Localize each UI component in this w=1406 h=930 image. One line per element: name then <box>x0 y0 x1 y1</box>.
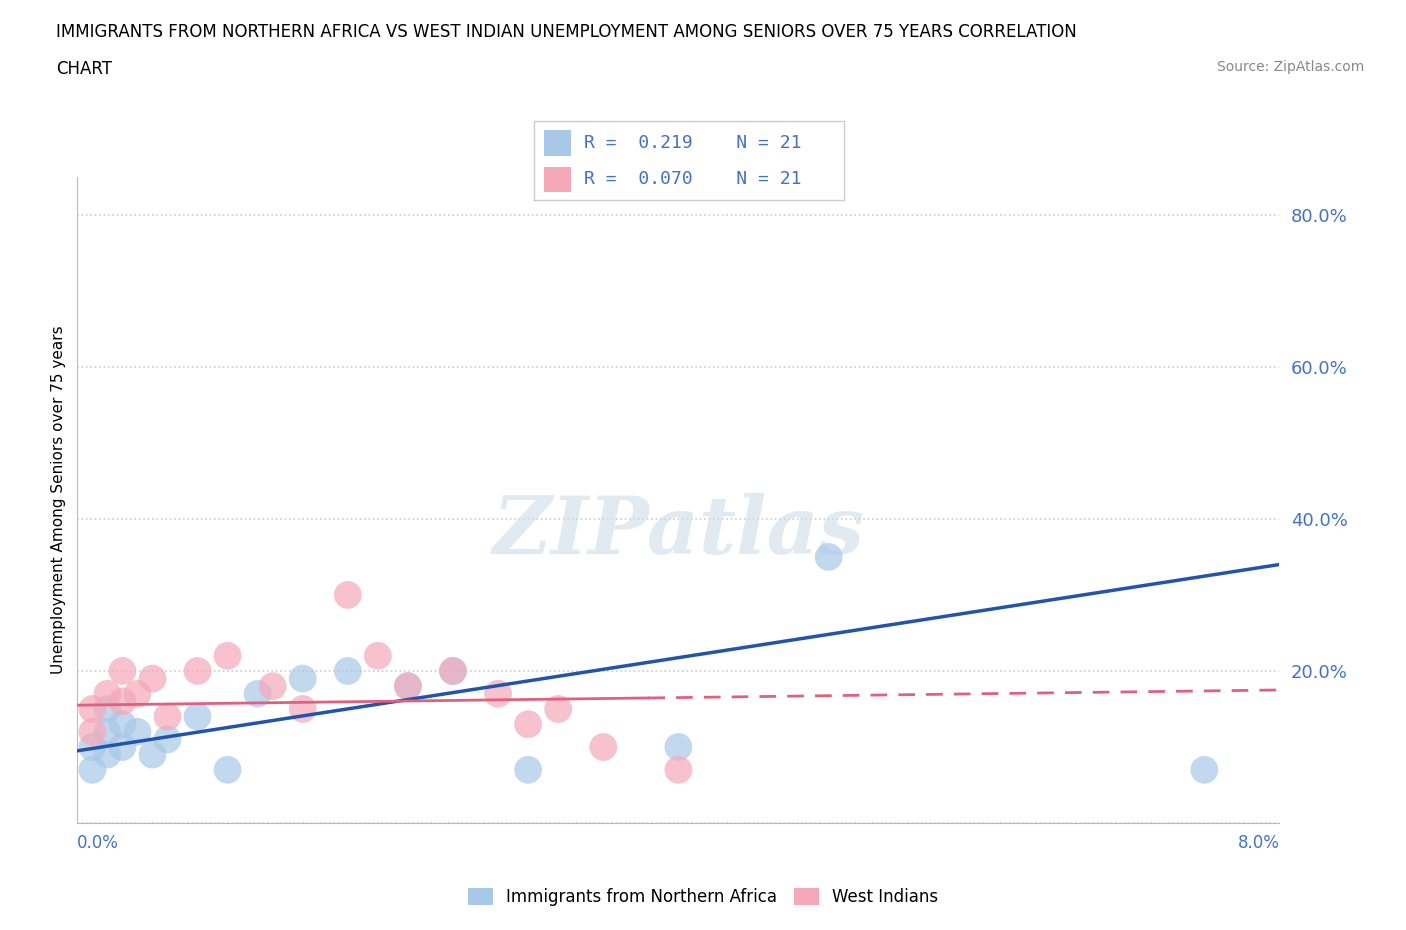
Point <box>517 717 540 732</box>
Text: Source: ZipAtlas.com: Source: ZipAtlas.com <box>1216 60 1364 74</box>
Point <box>82 739 104 754</box>
Point <box>217 763 239 777</box>
Text: CHART: CHART <box>56 60 112 78</box>
Point <box>1194 763 1216 777</box>
Text: ZIPatlas: ZIPatlas <box>492 494 865 571</box>
Point <box>367 648 389 663</box>
Point <box>96 724 118 739</box>
Text: R =  0.219    N = 21: R = 0.219 N = 21 <box>583 134 801 152</box>
Text: 8.0%: 8.0% <box>1237 834 1279 852</box>
Point <box>96 686 118 701</box>
Legend: Immigrants from Northern Africa, West Indians: Immigrants from Northern Africa, West In… <box>461 881 945 912</box>
Point <box>547 701 569 716</box>
Point <box>291 701 314 716</box>
Point <box>141 747 163 762</box>
Point <box>111 739 134 754</box>
Point <box>82 701 104 716</box>
Point <box>186 710 209 724</box>
Point <box>441 663 464 678</box>
Point <box>111 663 134 678</box>
Point <box>127 724 149 739</box>
Point <box>262 679 284 694</box>
Point <box>82 724 104 739</box>
Point <box>96 701 118 716</box>
Point <box>217 648 239 663</box>
Point <box>186 663 209 678</box>
Y-axis label: Unemployment Among Seniors over 75 years: Unemployment Among Seniors over 75 years <box>51 326 66 674</box>
Text: R =  0.070    N = 21: R = 0.070 N = 21 <box>583 170 801 189</box>
Point <box>668 739 690 754</box>
Point <box>156 710 179 724</box>
Point <box>111 694 134 709</box>
Point <box>592 739 614 754</box>
Point <box>291 671 314 686</box>
Bar <box>544 130 571 155</box>
Point <box>396 679 419 694</box>
Point <box>668 763 690 777</box>
Point <box>246 686 269 701</box>
Point <box>96 747 118 762</box>
Point <box>336 588 359 603</box>
Text: 0.0%: 0.0% <box>77 834 120 852</box>
Point <box>517 763 540 777</box>
Point <box>336 663 359 678</box>
Point <box>486 686 509 701</box>
Point <box>82 763 104 777</box>
Text: IMMIGRANTS FROM NORTHERN AFRICA VS WEST INDIAN UNEMPLOYMENT AMONG SENIORS OVER 7: IMMIGRANTS FROM NORTHERN AFRICA VS WEST … <box>56 23 1077 41</box>
Point <box>817 550 839 565</box>
Point <box>156 732 179 747</box>
Point <box>127 686 149 701</box>
Point <box>396 679 419 694</box>
Point <box>441 663 464 678</box>
Point <box>141 671 163 686</box>
Point <box>111 717 134 732</box>
Bar <box>544 166 571 193</box>
